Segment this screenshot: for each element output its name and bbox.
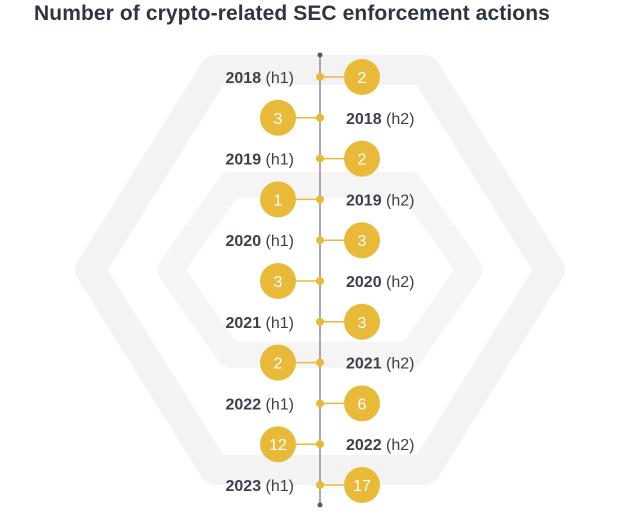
timeline-row: 2 2021 (h2) (260, 344, 415, 381)
period-half: (h1) (261, 70, 294, 87)
axis-dot (316, 113, 324, 122)
value-label: 2 (274, 356, 283, 373)
period-year: 2018 (226, 70, 262, 87)
period-label: 2021 (h2) (346, 356, 415, 373)
period-half: (h2) (382, 437, 415, 454)
axis-top-cap (317, 52, 323, 58)
value-bubble (344, 222, 380, 259)
value-bubble (260, 99, 296, 136)
period-label: 2019 (h2) (346, 192, 415, 209)
period-half: (h1) (261, 478, 294, 495)
axis-dot (316, 73, 324, 81)
period-year: 2020 (346, 274, 382, 291)
period-label: 2020 (h2) (346, 274, 415, 291)
value-bubble (260, 263, 296, 299)
timeline-row: 12 2022 (h2) (260, 426, 415, 463)
period-label: 2020 (h1) (226, 233, 295, 250)
value-bubble (344, 467, 380, 503)
period-label: 2022 (h2) (346, 437, 415, 454)
timeline-row: 2 2018 (h1) (226, 59, 380, 95)
period-year: 2023 (226, 478, 262, 495)
axis-dot (316, 236, 324, 245)
period-label: 2018 (h1) (226, 70, 295, 87)
value-label: 3 (274, 111, 283, 128)
period-label: 2021 (h1) (226, 315, 295, 332)
period-year: 2018 (346, 111, 382, 128)
timeline-row: 3 2020 (h2) (260, 263, 415, 299)
period-label: 2022 (h1) (226, 396, 295, 413)
value-label: 3 (358, 233, 367, 250)
chart-title: Number of crypto-related SEC enforcement… (34, 2, 550, 25)
period-year: 2022 (226, 396, 262, 413)
value-bubble (260, 426, 296, 463)
axis-bottom-cap (317, 502, 323, 508)
period-year: 2019 (346, 192, 382, 209)
period-half: (h1) (261, 152, 294, 169)
period-year: 2021 (346, 356, 382, 373)
period-half: (h1) (261, 233, 294, 250)
axis-dot (316, 277, 324, 285)
axis-dot (316, 195, 324, 204)
period-half: (h2) (382, 356, 415, 373)
period-year: 2019 (226, 152, 262, 169)
axis-dot (316, 358, 324, 367)
value-bubble (344, 59, 380, 95)
axis-dot (316, 317, 324, 326)
timeline-row: 17 2023 (h1) (226, 467, 380, 503)
axis-dot (316, 481, 324, 489)
timeline-row: 1 2019 (h2) (260, 181, 415, 218)
value-bubble (344, 385, 380, 422)
axis-dot (316, 399, 324, 408)
period-half: (h2) (382, 192, 415, 209)
value-bubble (344, 140, 380, 177)
period-label: 2023 (h1) (226, 478, 295, 495)
value-label: 17 (353, 478, 371, 495)
period-half: (h2) (382, 111, 415, 128)
axis-dot (316, 440, 324, 449)
value-label: 12 (269, 437, 287, 454)
timeline-row: 3 2018 (h2) (260, 99, 415, 136)
value-label: 2 (358, 70, 367, 87)
period-label: 2019 (h1) (226, 152, 295, 169)
period-half: (h2) (382, 274, 415, 291)
value-label: 6 (358, 396, 367, 413)
timeline-row: 3 2021 (h1) (226, 303, 380, 340)
timeline-row: 2 2019 (h1) (226, 140, 380, 177)
timeline-row: 3 2020 (h1) (226, 222, 380, 259)
background-hexagon-decoration (75, 55, 565, 485)
value-label: 3 (274, 274, 283, 291)
value-label: 3 (358, 315, 367, 332)
value-bubble (344, 303, 380, 340)
period-year: 2021 (226, 315, 262, 332)
value-bubble (260, 181, 296, 218)
period-half: (h1) (261, 315, 294, 332)
period-half: (h1) (261, 396, 294, 413)
timeline-row: 6 2022 (h1) (226, 385, 380, 422)
value-label: 2 (358, 152, 367, 169)
period-year: 2020 (226, 233, 262, 250)
axis-dot (316, 154, 324, 163)
period-year: 2022 (346, 437, 382, 454)
value-label: 1 (274, 192, 283, 209)
value-bubble (260, 344, 296, 381)
period-label: 2018 (h2) (346, 111, 415, 128)
